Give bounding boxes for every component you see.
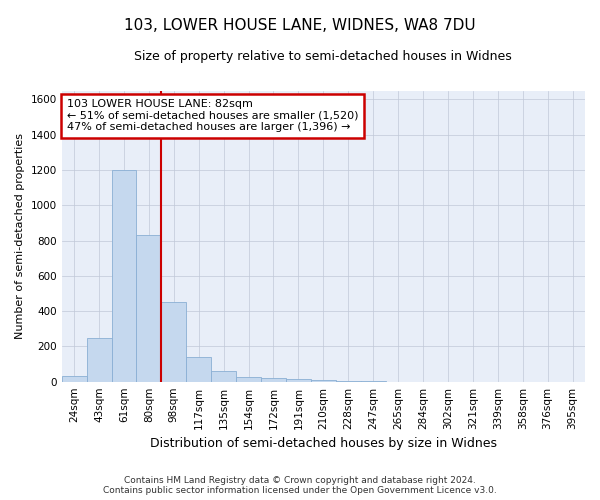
- Bar: [62, 376, 86, 382]
- Bar: [136, 235, 161, 382]
- Bar: [236, 378, 261, 382]
- X-axis label: Distribution of semi-detached houses by size in Widnes: Distribution of semi-detached houses by …: [150, 437, 497, 450]
- Bar: [112, 170, 136, 382]
- Bar: [86, 338, 112, 382]
- Bar: [261, 378, 286, 382]
- Text: 103 LOWER HOUSE LANE: 82sqm
← 51% of semi-detached houses are smaller (1,520)
47: 103 LOWER HOUSE LANE: 82sqm ← 51% of sem…: [67, 100, 358, 132]
- Y-axis label: Number of semi-detached properties: Number of semi-detached properties: [15, 133, 25, 339]
- Text: Contains HM Land Registry data © Crown copyright and database right 2024.
Contai: Contains HM Land Registry data © Crown c…: [103, 476, 497, 495]
- Text: 103, LOWER HOUSE LANE, WIDNES, WA8 7DU: 103, LOWER HOUSE LANE, WIDNES, WA8 7DU: [124, 18, 476, 32]
- Bar: [186, 357, 211, 382]
- Bar: [311, 380, 336, 382]
- Bar: [161, 302, 186, 382]
- Bar: [211, 371, 236, 382]
- Title: Size of property relative to semi-detached houses in Widnes: Size of property relative to semi-detach…: [134, 50, 512, 63]
- Bar: [286, 379, 311, 382]
